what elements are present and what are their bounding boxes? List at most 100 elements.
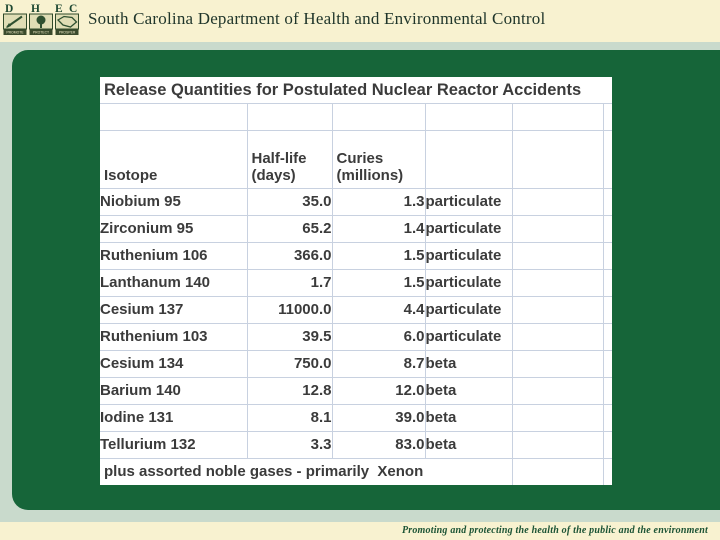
cell-curies: 1.3 — [332, 188, 426, 216]
table-row: Zirconium 95 65.2 1.4 particulate — [100, 215, 612, 243]
logo-tile-protect — [29, 13, 53, 30]
cell-isotope: Tellurium 132 — [100, 431, 248, 459]
cell-type: particulate — [425, 242, 513, 270]
cell-curies: 6.0 — [332, 323, 426, 351]
cell-empty — [512, 431, 604, 459]
col-header-half-life-line1: Half-life — [251, 149, 307, 167]
col-header-curies: Curies (millions) — [332, 130, 426, 189]
cell-half-life: 12.8 — [247, 377, 333, 405]
cell-half-life: 39.5 — [247, 323, 333, 351]
cell-type: particulate — [425, 323, 513, 351]
cell-isotope: Barium 140 — [100, 377, 248, 405]
table-header-row: Isotope Half-life (days) Curies (million… — [100, 130, 612, 189]
cell-isotope: Ruthenium 106 — [100, 242, 248, 270]
logo-letter-d: D — [5, 3, 13, 15]
footer-banner: Promoting and protecting the health of t… — [0, 522, 720, 540]
cell-empty — [512, 404, 604, 432]
cell-isotope: Niobium 95 — [100, 188, 248, 216]
table-title: Release Quantities for Postulated Nuclea… — [100, 77, 612, 104]
table-body: Release Quantities for Postulated Nuclea… — [100, 77, 612, 485]
table-row: Cesium 137 11000.0 4.4 particulate — [100, 296, 612, 324]
cell-type: beta — [425, 377, 513, 405]
table-row: Lanthanum 140 1.7 1.5 particulate — [100, 269, 612, 297]
cell-type: particulate — [425, 215, 513, 243]
cell-empty — [603, 377, 612, 405]
cell-empty — [512, 188, 604, 216]
table-row: Cesium 134 750.0 8.7 beta — [100, 350, 612, 378]
cell-empty — [512, 296, 604, 324]
table-row: Niobium 95 35.0 1.3 particulate — [100, 188, 612, 216]
cell-half-life: 750.0 — [247, 350, 333, 378]
cell-type: beta — [425, 350, 513, 378]
cell-type: beta — [425, 431, 513, 459]
logo-letter-e: E — [55, 3, 63, 15]
dhec-logo: D H E C — [3, 3, 79, 35]
cell-type: beta — [425, 404, 513, 432]
cell-half-life: 3.3 — [247, 431, 333, 459]
cell-half-life: 65.2 — [247, 215, 333, 243]
logo-tile-promote — [3, 13, 27, 30]
logo-caption-promote: PROMOTE — [6, 31, 24, 35]
cell-empty — [512, 242, 604, 270]
cell-empty — [603, 215, 612, 243]
cell-empty — [603, 431, 612, 459]
col-header-curies-line1: Curies — [336, 149, 384, 167]
col-header-curies-line2: (millions) — [336, 166, 404, 184]
col-header-isotope: Isotope — [100, 130, 248, 189]
cell-half-life: 1.7 — [247, 269, 333, 297]
cell-half-life: 35.0 — [247, 188, 333, 216]
cell-type: particulate — [425, 269, 513, 297]
cell-half-life: 11000.0 — [247, 296, 333, 324]
content-panel: Release Quantities for Postulated Nuclea… — [12, 50, 720, 510]
cell-isotope: Ruthenium 103 — [100, 323, 248, 351]
cell-empty — [603, 188, 612, 216]
cell-empty — [512, 269, 604, 297]
col-header-half-life: Half-life (days) — [247, 130, 333, 189]
table-footnote: plus assorted noble gases - primarily Xe… — [100, 458, 513, 485]
cell-empty — [512, 323, 604, 351]
table-row: Tellurium 132 3.3 83.0 beta — [100, 431, 612, 459]
table-row: Barium 140 12.8 12.0 beta — [100, 377, 612, 405]
cell-half-life: 366.0 — [247, 242, 333, 270]
cell-curies: 1.5 — [332, 269, 426, 297]
logo-caption-protect: PROTECT — [33, 31, 49, 35]
logo-letter-h: H — [31, 3, 40, 15]
table-title-row: Release Quantities for Postulated Nuclea… — [100, 77, 612, 104]
cell-empty — [512, 215, 604, 243]
cell-curies: 8.7 — [332, 350, 426, 378]
cell-curies: 4.4 — [332, 296, 426, 324]
cell-isotope: Cesium 137 — [100, 296, 248, 324]
cell-empty — [512, 350, 604, 378]
cell-isotope: Iodine 131 — [100, 404, 248, 432]
cell-isotope: Lanthanum 140 — [100, 269, 248, 297]
tagline: Promoting and protecting the health of t… — [401, 525, 708, 536]
spacer-row — [100, 103, 612, 131]
cell-isotope: Zirconium 95 — [100, 215, 248, 243]
cell-curies: 1.4 — [332, 215, 426, 243]
cell-empty — [603, 350, 612, 378]
cell-curies: 39.0 — [332, 404, 426, 432]
logo-caption-prosper: PROSPER — [59, 31, 76, 35]
cell-curies: 1.5 — [332, 242, 426, 270]
table-row: Ruthenium 106 366.0 1.5 particulate — [100, 242, 612, 270]
cell-type: particulate — [425, 188, 513, 216]
logo-letter-c: C — [69, 3, 77, 15]
cell-curies: 83.0 — [332, 431, 426, 459]
table-footnote-row: plus assorted noble gases - primarily Xe… — [100, 458, 612, 485]
spreadsheet: Release Quantities for Postulated Nuclea… — [100, 77, 612, 485]
cell-empty — [603, 404, 612, 432]
cell-empty — [512, 377, 604, 405]
release-quantities-table: Release Quantities for Postulated Nuclea… — [100, 77, 612, 485]
agency-title: South Carolina Department of Health and … — [88, 9, 546, 28]
cell-empty — [603, 323, 612, 351]
header-banner: D H E C — [0, 0, 720, 42]
cell-empty — [603, 269, 612, 297]
cell-curies: 12.0 — [332, 377, 426, 405]
table-row: Iodine 131 8.1 39.0 beta — [100, 404, 612, 432]
cell-isotope: Cesium 134 — [100, 350, 248, 378]
table-row: Ruthenium 103 39.5 6.0 particulate — [100, 323, 612, 351]
col-header-half-life-line2: (days) — [251, 166, 296, 184]
cell-empty — [603, 296, 612, 324]
cell-type: particulate — [425, 296, 513, 324]
